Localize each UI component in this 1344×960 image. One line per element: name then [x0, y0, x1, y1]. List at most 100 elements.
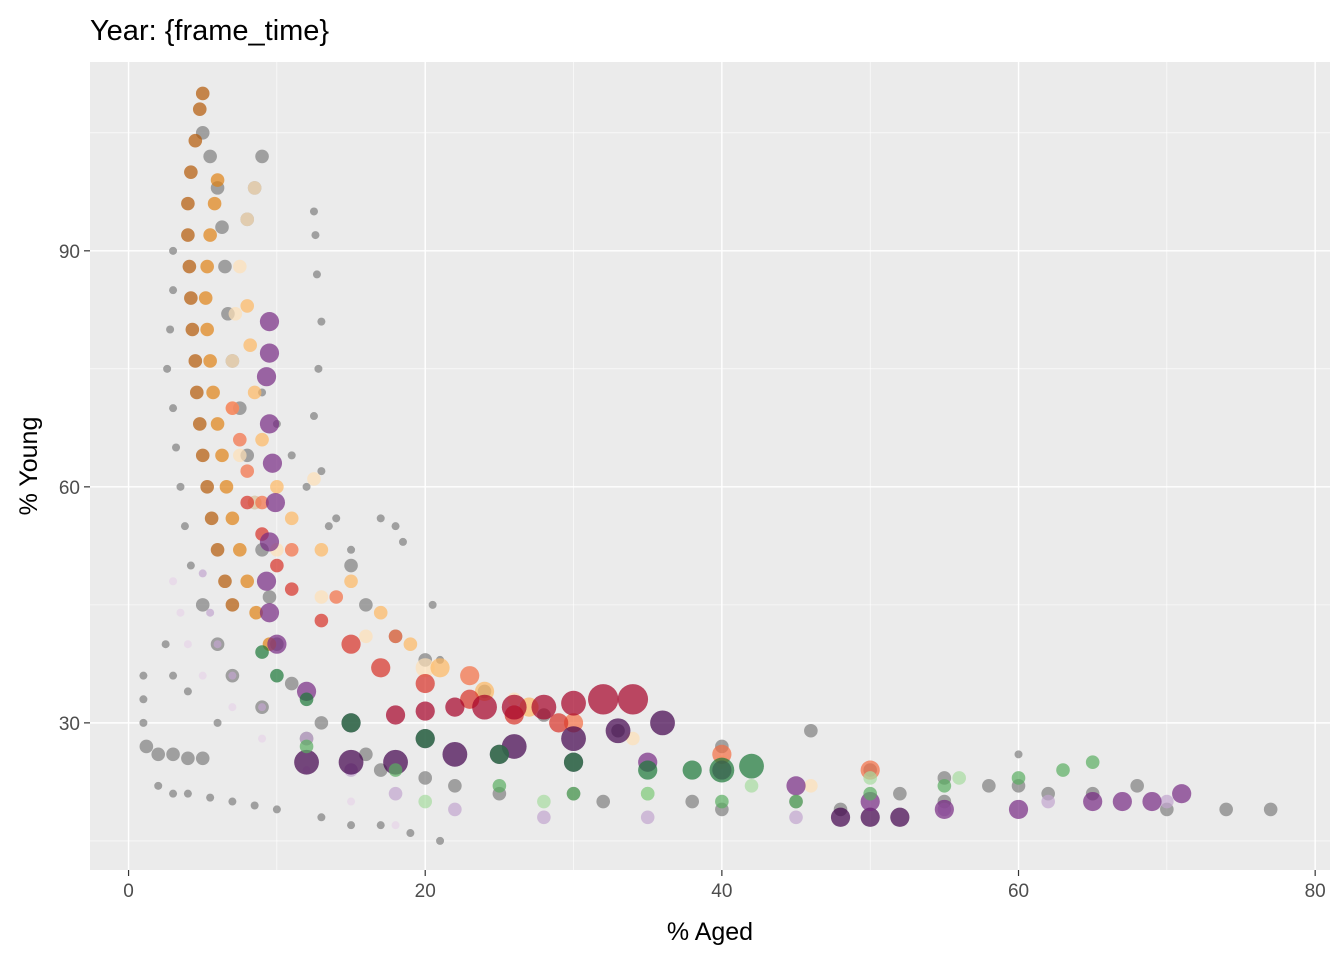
data-points — [139, 86, 1278, 845]
data-point — [184, 165, 198, 179]
data-point — [270, 558, 284, 573]
data-point — [272, 805, 281, 814]
data-point — [259, 312, 280, 332]
data-point — [398, 537, 407, 546]
data-point — [952, 771, 966, 785]
data-point — [537, 810, 551, 825]
data-point — [259, 414, 280, 434]
data-point — [460, 666, 480, 686]
data-point — [233, 448, 247, 463]
data-point — [341, 713, 361, 733]
x-axis-label: % Aged — [667, 918, 753, 946]
point-series — [139, 671, 445, 845]
data-point — [200, 259, 214, 274]
data-point — [317, 317, 326, 326]
data-point — [284, 511, 299, 526]
x-tick-label: 20 — [415, 881, 436, 902]
data-point — [198, 671, 207, 680]
data-point — [139, 739, 154, 754]
data-point — [682, 760, 702, 780]
data-point — [317, 813, 326, 822]
data-point — [314, 716, 329, 730]
data-point — [709, 757, 735, 783]
data-point — [256, 367, 277, 387]
data-point — [240, 574, 255, 589]
data-point — [563, 752, 584, 772]
data-point — [225, 511, 240, 526]
data-point — [284, 542, 299, 557]
data-point — [218, 259, 232, 274]
data-point — [1008, 799, 1029, 820]
data-point — [436, 836, 445, 845]
data-point — [332, 514, 341, 523]
data-point — [786, 776, 806, 796]
data-point — [270, 480, 284, 494]
data-point — [182, 259, 197, 274]
data-point — [255, 149, 269, 164]
data-point — [329, 590, 344, 604]
data-point — [180, 522, 189, 531]
data-point — [1011, 771, 1026, 785]
data-point — [198, 569, 207, 578]
data-point — [161, 640, 170, 649]
data-point — [650, 710, 675, 736]
data-point — [249, 605, 263, 620]
data-point — [863, 771, 877, 785]
data-point — [183, 789, 192, 798]
data-point — [139, 695, 148, 704]
data-point — [203, 149, 217, 164]
data-point — [638, 760, 658, 780]
data-point — [428, 600, 437, 609]
data-point — [154, 781, 163, 790]
data-point — [415, 658, 435, 678]
data-point — [270, 668, 284, 683]
data-point — [206, 385, 220, 400]
data-point — [299, 739, 314, 754]
data-point — [1014, 750, 1023, 759]
data-point — [1112, 791, 1132, 812]
data-point — [344, 574, 358, 589]
data-point — [1041, 794, 1055, 809]
y-axis-label: % Young — [15, 417, 43, 516]
data-point — [166, 325, 175, 334]
data-point — [240, 495, 255, 510]
data-point — [169, 671, 178, 680]
data-point — [347, 821, 356, 830]
data-point — [302, 482, 311, 491]
data-point — [1056, 763, 1070, 777]
point-series — [294, 710, 910, 827]
data-point — [472, 694, 497, 720]
y-tick-label: 30 — [59, 714, 80, 735]
data-point — [1219, 802, 1233, 817]
data-point — [605, 718, 631, 744]
data-point — [1172, 784, 1192, 804]
data-point — [287, 451, 296, 460]
data-point — [739, 753, 764, 779]
data-point — [186, 561, 195, 570]
data-point — [341, 634, 361, 654]
data-point — [617, 684, 649, 715]
data-point — [804, 723, 818, 738]
data-point — [255, 645, 269, 659]
data-point — [176, 608, 185, 617]
data-point — [415, 729, 435, 749]
data-point — [376, 514, 385, 523]
data-point — [1263, 802, 1278, 817]
data-point — [192, 102, 207, 117]
data-point — [347, 545, 356, 554]
data-point — [376, 821, 385, 830]
data-point — [299, 692, 314, 707]
data-point — [391, 522, 400, 531]
data-point — [448, 802, 462, 817]
data-point — [225, 598, 240, 612]
data-point — [240, 212, 255, 227]
data-point — [169, 577, 178, 586]
data-point — [181, 196, 195, 211]
data-point — [371, 658, 391, 678]
data-point — [359, 629, 373, 644]
data-point — [596, 794, 611, 809]
x-tick-label: 80 — [1305, 881, 1326, 902]
data-point — [183, 640, 192, 649]
data-point — [1130, 779, 1144, 793]
